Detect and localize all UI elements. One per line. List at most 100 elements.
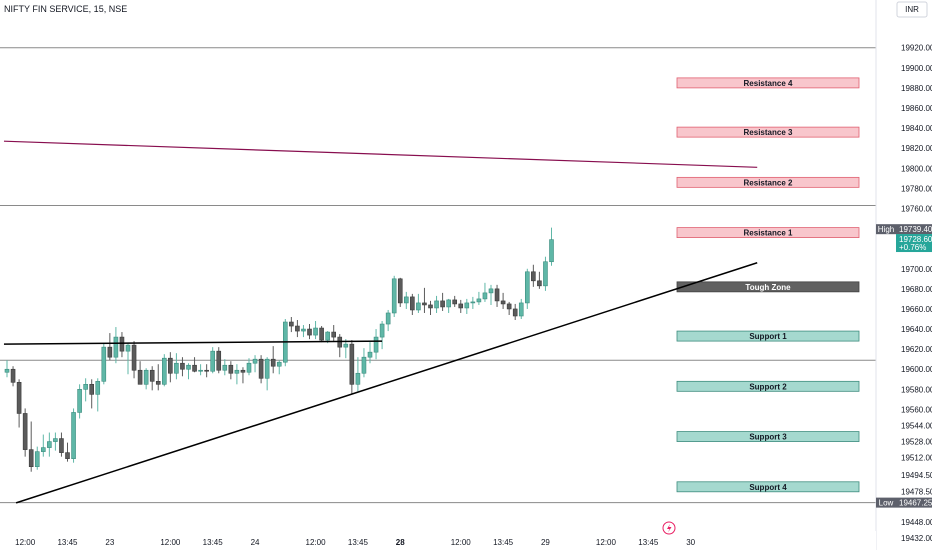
candle-body-down — [22, 413, 28, 450]
candle — [313, 321, 318, 340]
y-tick-label: 19920.00 — [901, 44, 932, 53]
candle-body-up — [379, 323, 385, 338]
level-support-3: Support 3 — [676, 431, 860, 442]
candle — [77, 384, 82, 419]
candle — [168, 352, 173, 383]
candle — [543, 256, 548, 291]
candle — [428, 300, 433, 315]
y-tick-label: 19432.00 — [901, 534, 932, 543]
candle-body-up — [416, 302, 421, 311]
y-tick-label: 19580.00 — [901, 385, 932, 394]
candle-body-up — [4, 368, 10, 373]
candle — [4, 360, 10, 378]
candle — [410, 293, 415, 315]
candle — [488, 284, 494, 305]
x-tick-label: 12:00 — [15, 538, 36, 547]
level-box — [676, 77, 860, 89]
candle — [270, 346, 276, 374]
candle-body-down — [537, 280, 542, 287]
candle — [349, 340, 355, 395]
y-tick-label: 19560.00 — [901, 405, 932, 414]
candle-body-up — [264, 358, 270, 379]
candle — [506, 301, 512, 315]
candle — [500, 292, 506, 309]
candle-body-down — [59, 438, 64, 453]
candle — [204, 364, 209, 378]
price-axis[interactable] — [876, 0, 932, 550]
candle-body-up — [355, 372, 361, 385]
low-value: 19467.25 — [899, 499, 932, 508]
candle — [295, 320, 300, 338]
candle — [307, 324, 312, 340]
x-tick-label: 30 — [686, 538, 695, 547]
currency-button[interactable]: INR — [896, 1, 928, 18]
candle — [155, 364, 161, 391]
candle-body-down — [107, 346, 113, 358]
candle-body-down — [458, 303, 464, 309]
candle — [464, 298, 470, 314]
candle-body-up — [488, 288, 494, 294]
candle-body-up — [47, 441, 52, 448]
candle — [83, 378, 88, 402]
candle-body-up — [101, 346, 107, 382]
candle — [216, 347, 222, 374]
y-tick-label: 19700.00 — [901, 265, 932, 274]
candle-body-up — [162, 357, 167, 385]
candle — [240, 367, 246, 384]
candle-body-up — [71, 412, 76, 459]
candle-body-up — [385, 312, 391, 325]
candle — [198, 364, 203, 376]
candle — [192, 357, 197, 373]
candle — [512, 303, 518, 321]
candle — [137, 361, 143, 385]
level-label: Resistance 3 — [744, 128, 793, 137]
candle-body-down — [440, 300, 445, 308]
candle — [210, 347, 215, 374]
candle-body-down — [240, 369, 246, 373]
x-tick-label: 24 — [251, 538, 260, 547]
time-axis[interactable] — [0, 531, 876, 550]
candle — [494, 284, 500, 307]
candle-body-up — [276, 361, 282, 367]
candle-body-up — [367, 351, 373, 358]
candle-body-up — [464, 302, 470, 309]
lightning-icon[interactable] — [662, 521, 676, 535]
y-tick-label: 19544.00 — [901, 422, 932, 431]
candle — [391, 275, 397, 317]
y-tick-label: 19640.00 — [901, 325, 932, 334]
candle-body-up — [252, 358, 258, 364]
candle — [119, 332, 125, 358]
candle-body-down — [422, 302, 427, 306]
candle — [355, 357, 361, 392]
currency-label: INR — [905, 5, 919, 14]
candle — [397, 277, 403, 307]
candle-body-down — [397, 278, 403, 304]
x-tick-label: 29 — [541, 538, 550, 547]
level-label: Support 2 — [749, 382, 787, 391]
low-label-tag — [876, 497, 896, 508]
candle-body-down — [258, 358, 264, 379]
candle — [53, 432, 58, 451]
candle — [174, 353, 179, 380]
candle — [434, 295, 439, 313]
low-label: Low — [879, 499, 894, 508]
candle — [416, 293, 421, 313]
candle-body-up — [343, 343, 349, 348]
candle — [252, 355, 258, 373]
candle-body-down — [204, 369, 209, 372]
x-tick-label: 12:00 — [451, 538, 472, 547]
level-box — [676, 281, 860, 293]
y-tick-label: 19800.00 — [901, 164, 932, 173]
last-price-tag — [896, 234, 932, 253]
candle-body-down — [180, 362, 185, 370]
candle — [264, 357, 270, 391]
y-tick-label: 19494.50 — [901, 471, 932, 480]
candle-body-down — [119, 336, 125, 352]
candle — [524, 268, 530, 309]
candle — [258, 355, 264, 384]
high-label: High — [878, 225, 894, 234]
candle-body-up — [186, 364, 191, 370]
candle — [470, 296, 476, 309]
candle — [234, 364, 240, 385]
